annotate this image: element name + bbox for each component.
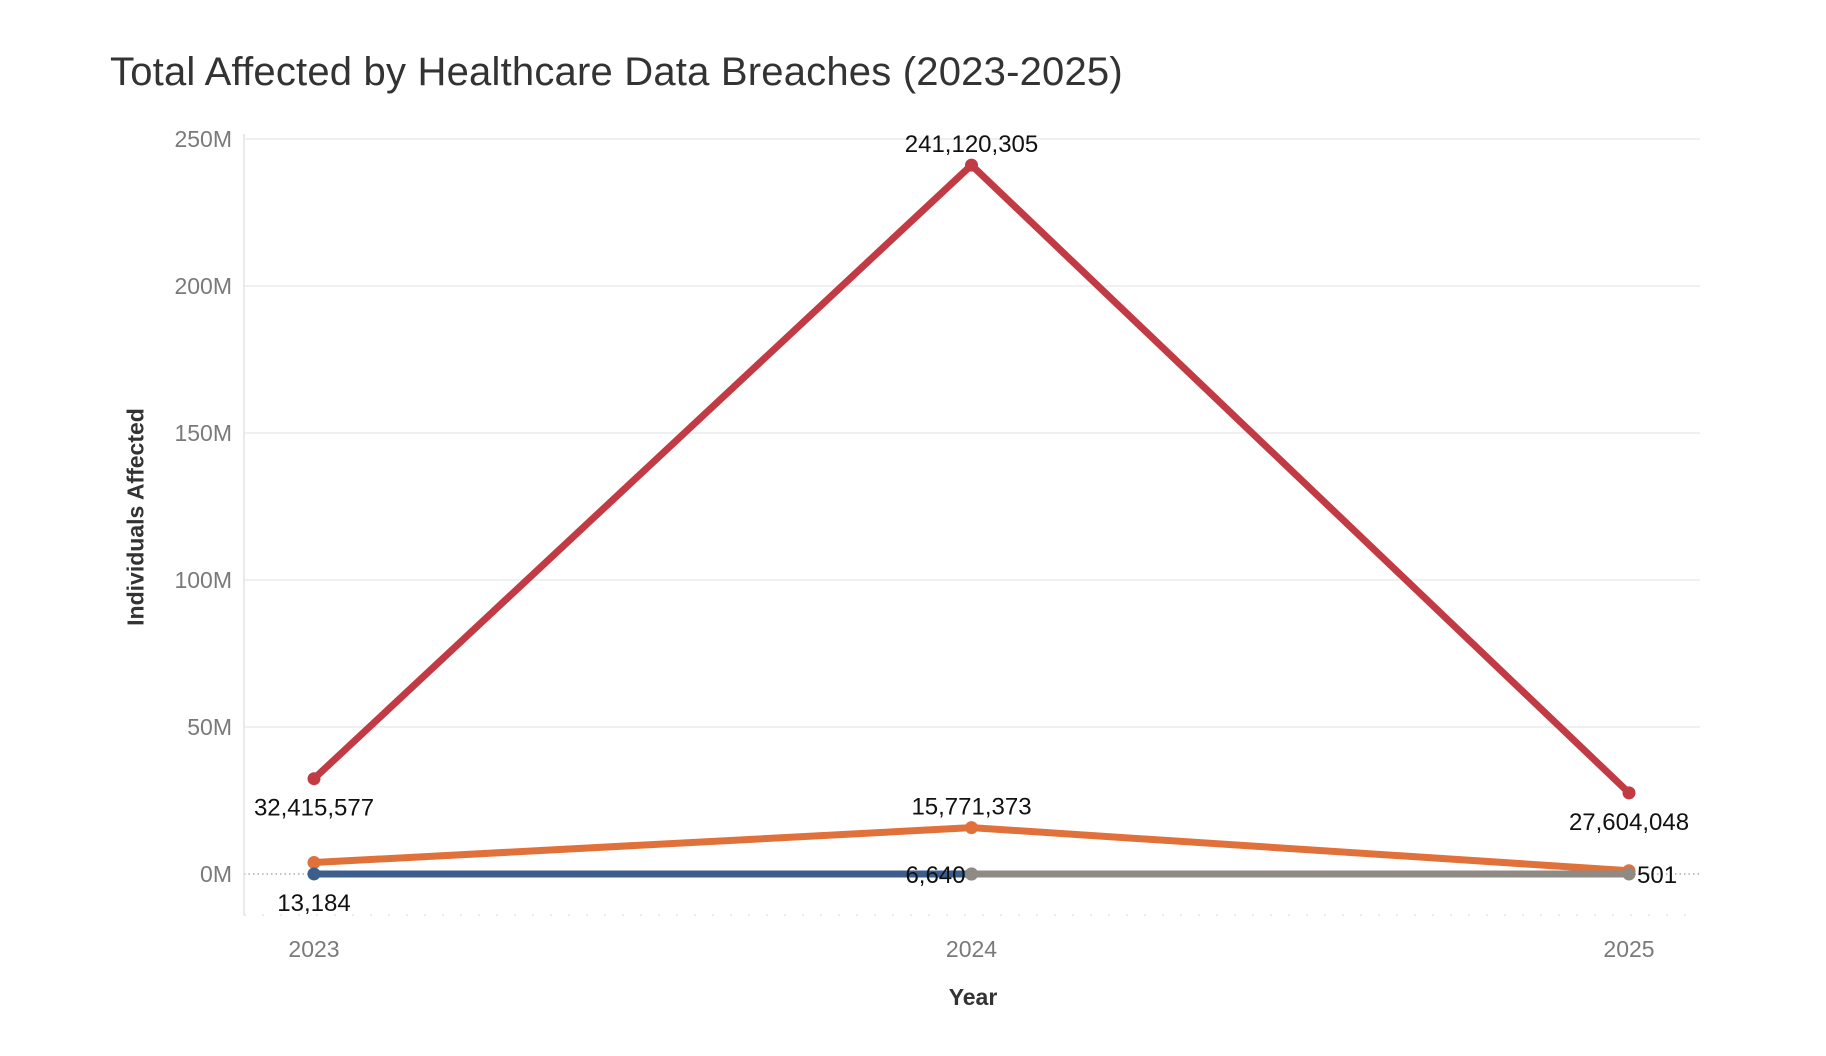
- y-tick-label: 200M: [174, 273, 232, 299]
- x-tick-label: 2025: [1603, 936, 1654, 962]
- data-label: 6,640: [905, 862, 965, 889]
- data-point: [307, 867, 321, 881]
- y-tick-label: 150M: [174, 420, 232, 446]
- y-tick-label: 50M: [187, 714, 232, 740]
- data-point: [1622, 867, 1636, 881]
- x-axis-title: Year: [948, 984, 998, 1010]
- data-label: 501: [1637, 862, 1677, 889]
- data-label: 27,604,048: [1569, 809, 1689, 836]
- y-tick-label: 250M: [174, 126, 232, 152]
- data-label: 13,184: [277, 890, 350, 917]
- data-point: [965, 158, 978, 172]
- data-labels: 32,415,577 241,120,305 27,604,048 15,771,37…: [254, 131, 1689, 917]
- data-label: 32,415,577: [254, 795, 374, 822]
- x-tick-label: 2023: [288, 936, 339, 962]
- series-lines: [307, 158, 1636, 881]
- data-point: [307, 772, 321, 786]
- data-point: [965, 867, 978, 881]
- axes: 0M 50M 100M 150M 200M 250M 2023 2024 2025: [174, 126, 1700, 962]
- data-point: [307, 856, 321, 870]
- y-tick-label: 0M: [200, 861, 232, 887]
- data-point: [965, 821, 978, 835]
- data-label: 15,771,373: [911, 794, 1031, 821]
- gridlines: [244, 138, 1700, 875]
- x-tick-label: 2024: [946, 936, 997, 962]
- y-tick-label: 100M: [174, 567, 232, 593]
- data-point: [1622, 786, 1636, 800]
- chart-title: Total Affected by Healthcare Data Breach…: [110, 50, 1123, 94]
- series-line-0: [310, 161, 1633, 797]
- data-label: 241,120,305: [905, 131, 1038, 158]
